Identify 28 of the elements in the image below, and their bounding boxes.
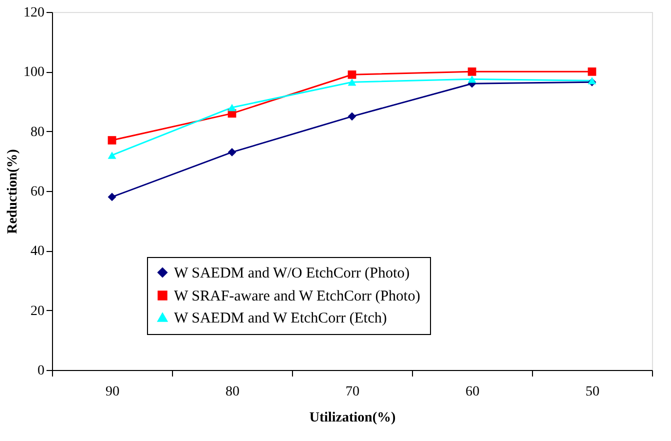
y-tick-label: 100 bbox=[24, 65, 44, 80]
x-tick-label: 50 bbox=[586, 384, 600, 400]
y-tick-label: 20 bbox=[30, 304, 44, 319]
point bbox=[588, 67, 596, 76]
y-tick-label: 80 bbox=[30, 124, 44, 140]
x-axis-title: Utilization(%) bbox=[309, 410, 396, 426]
point bbox=[108, 136, 116, 144]
x-tick-label: 70 bbox=[346, 384, 360, 400]
point bbox=[348, 78, 356, 86]
point bbox=[348, 70, 356, 79]
x-tick-label: 60 bbox=[466, 384, 480, 400]
y-tick-label: 0 bbox=[38, 364, 44, 378]
point bbox=[108, 152, 116, 159]
point bbox=[228, 148, 236, 156]
y-tick-label: 40 bbox=[30, 244, 44, 260]
point bbox=[468, 76, 476, 83]
y-axis-title: Reduction(%) bbox=[6, 148, 20, 234]
point bbox=[228, 104, 236, 112]
y-tick-label: 60 bbox=[30, 184, 44, 200]
point bbox=[468, 67, 476, 76]
point bbox=[108, 192, 116, 202]
x-tick-label: 90 bbox=[106, 384, 120, 400]
legend-label: W SAEDM and W/O EtchCorr (Photo) bbox=[174, 266, 410, 282]
point bbox=[348, 112, 356, 121]
legend-label: W SRAF-aware and W EtchCorr (Photo) bbox=[174, 288, 420, 304]
x-tick-label: 80 bbox=[226, 384, 240, 400]
legend-label: W SAEDM and W EtchCorr (Etch) bbox=[174, 310, 387, 326]
y-tick-label: 120 bbox=[24, 6, 44, 20]
